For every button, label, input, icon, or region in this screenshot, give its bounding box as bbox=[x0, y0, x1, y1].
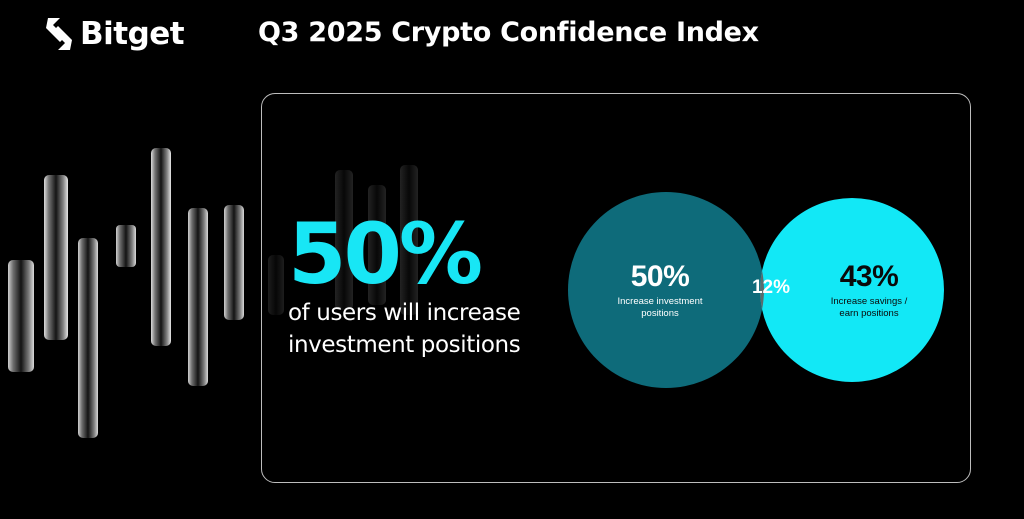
venn-right-desc-1: Increase savings / bbox=[830, 296, 908, 307]
brand-name: Bitget bbox=[80, 16, 185, 52]
venn-left-desc-2: positions bbox=[641, 308, 679, 320]
venn-left-value: 50% bbox=[630, 260, 690, 293]
venn-right-label: 43% Increase savings / earn positions bbox=[814, 262, 924, 321]
bitget-logo-icon bbox=[46, 18, 72, 50]
brand-logo: Bitget bbox=[44, 14, 185, 54]
venn-left-label: 50% Increase investment positions bbox=[600, 262, 720, 321]
venn-left-desc-1: Increase investment bbox=[617, 296, 703, 307]
decorative-glass-bars bbox=[8, 148, 418, 438]
venn-overlap-value: 12% bbox=[751, 277, 791, 298]
venn-circle-investment bbox=[568, 192, 764, 388]
stats-panel bbox=[261, 93, 971, 483]
venn-right-value: 43% bbox=[839, 260, 899, 293]
hero-stat: 50% bbox=[288, 205, 483, 303]
page-title: Q3 2025 Crypto Confidence Index bbox=[258, 17, 759, 48]
venn-circle-savings bbox=[760, 198, 944, 382]
venn-right-desc-2: earn positions bbox=[839, 308, 899, 320]
hero-caption-line1: of users will increase bbox=[288, 300, 521, 326]
venn-diagram bbox=[568, 192, 944, 388]
hero-caption-line2: investment positions bbox=[288, 332, 521, 358]
